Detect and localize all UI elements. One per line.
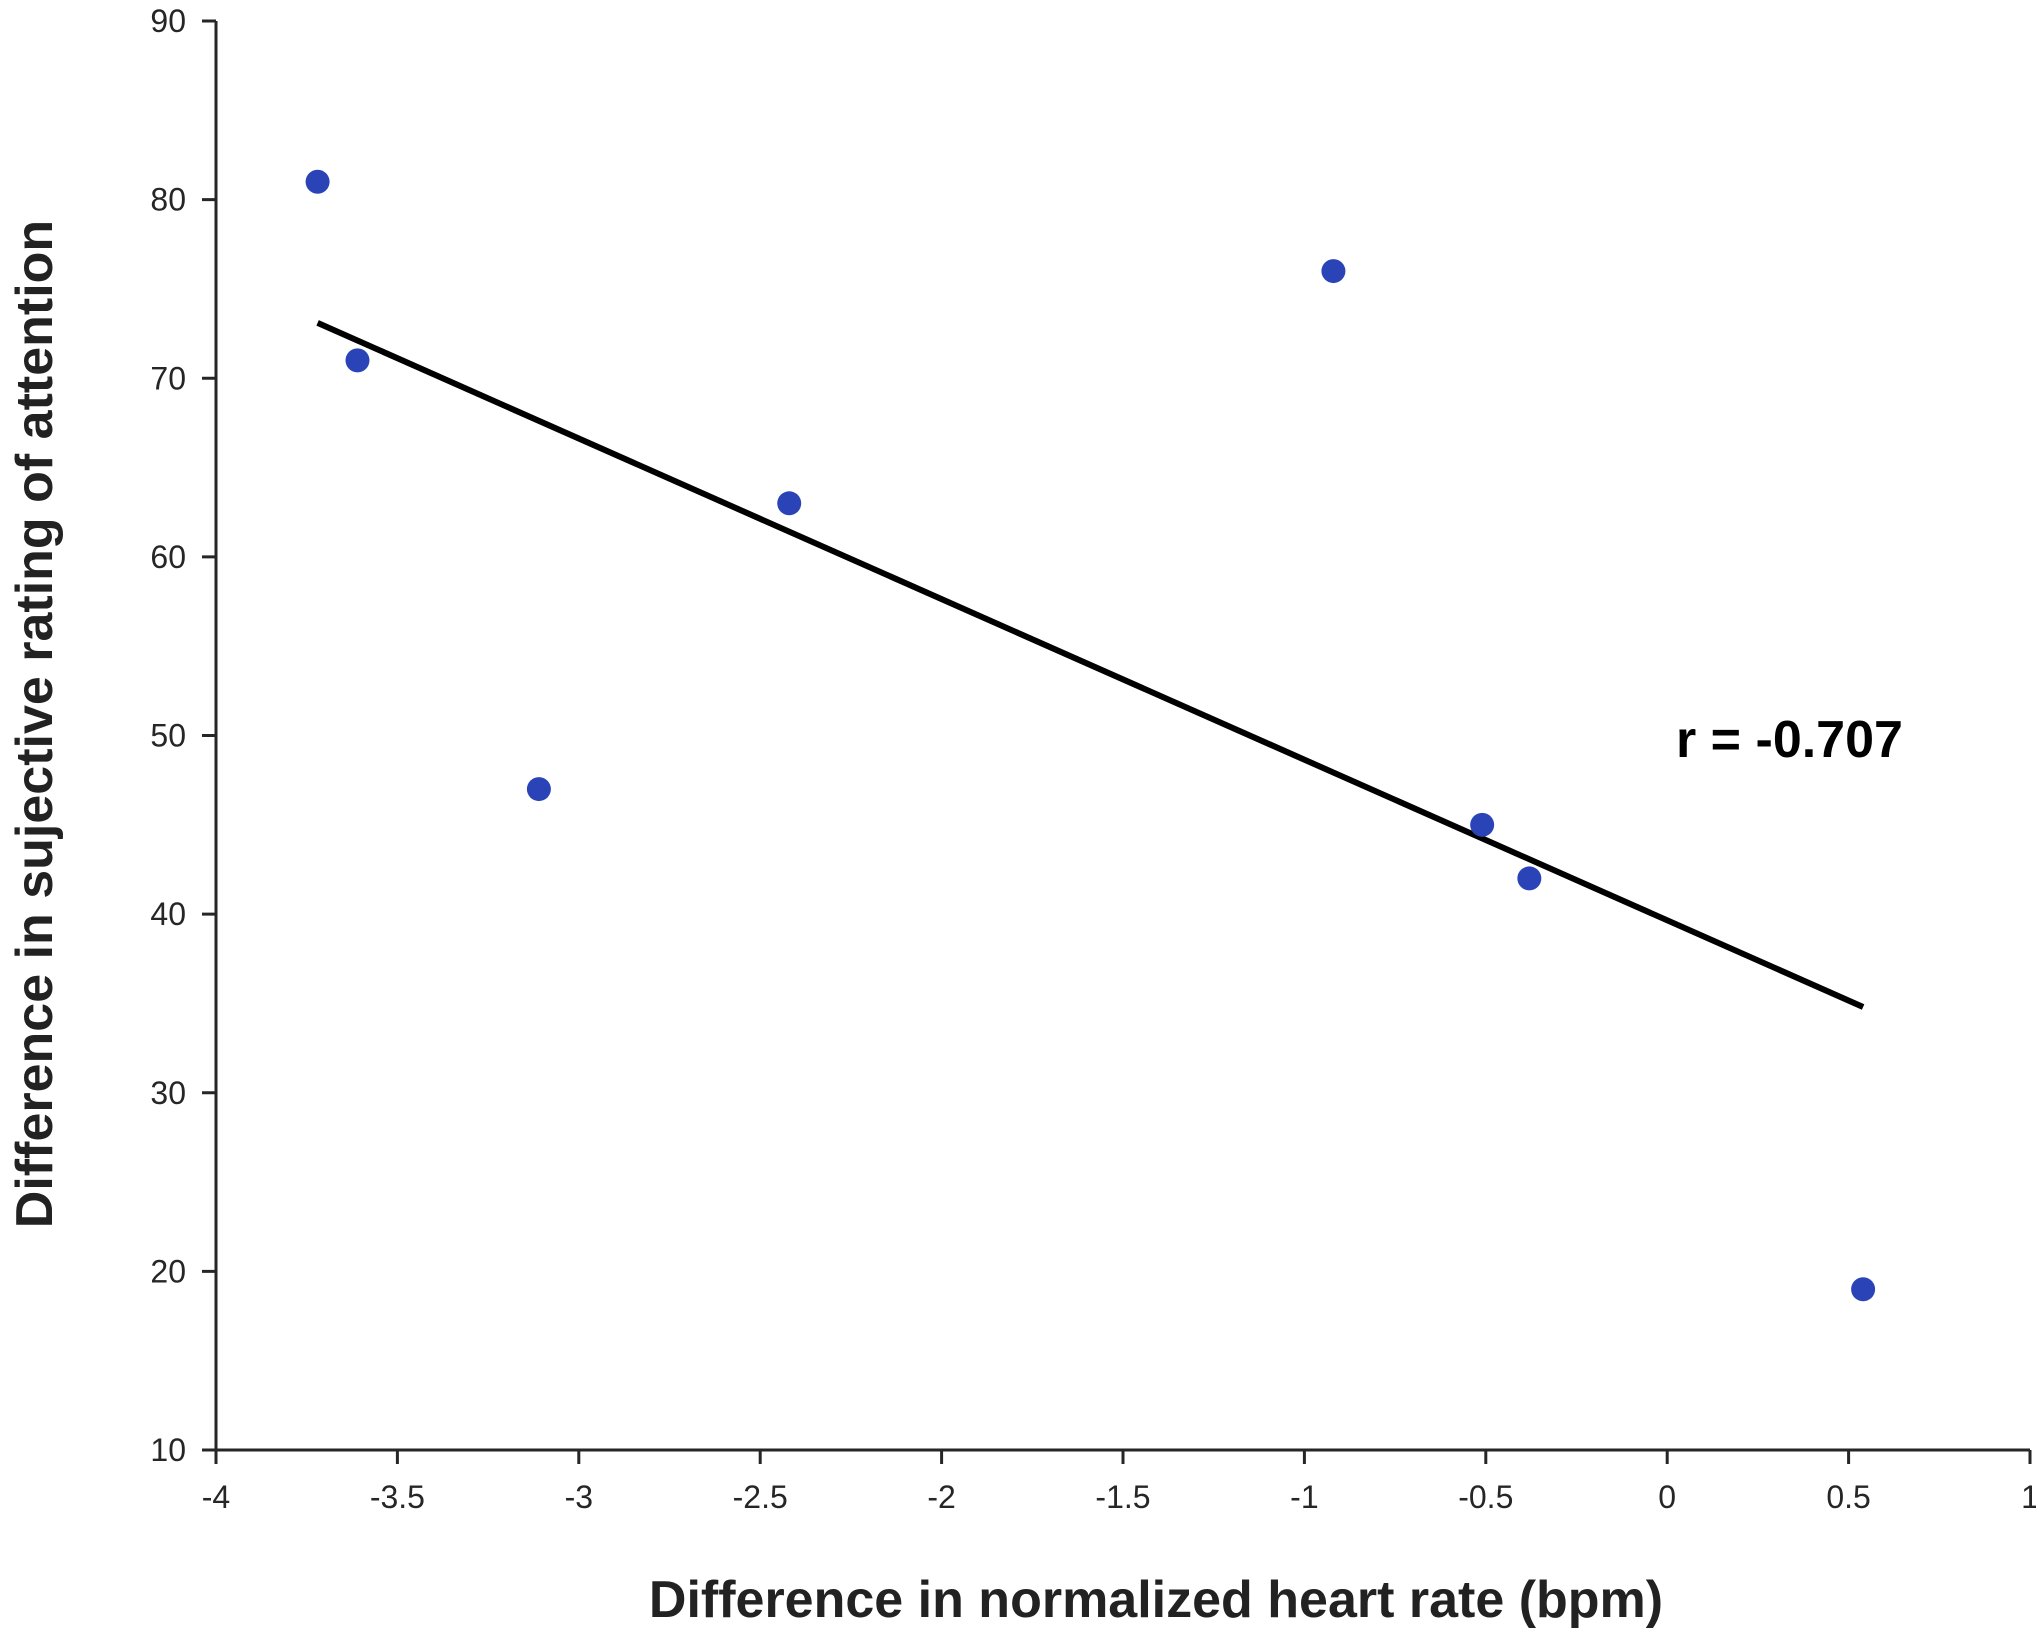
data-point [1470,812,1495,837]
y-tick-label: 50 [150,718,186,754]
x-tick-label: -4 [202,1479,230,1515]
data-point [777,491,802,516]
regression-line-group [316,320,1865,1010]
x-axis-title: Difference in normalized heart rate (bpm… [649,1571,1663,1629]
y-tick-label: 20 [150,1253,186,1289]
x-tick-label: -0.5 [1458,1479,1513,1515]
y-tick-label: 70 [150,360,186,396]
y-axis-title: Difference in sujective rating of attent… [6,220,64,1228]
y-tick-label: 60 [150,539,186,575]
data-point [345,348,370,373]
y-tick-label: 90 [150,3,186,39]
y-ticks: 10 20 30 40 50 60 70 80 90 [150,3,216,1468]
y-tick-label: 30 [150,1075,186,1111]
data-points [305,169,1876,1302]
data-point [1321,259,1346,284]
x-tick-label: 0.5 [1826,1479,1870,1515]
x-tick-label: -2.5 [733,1479,788,1515]
data-point [526,777,551,802]
x-tick-label: 0 [1658,1479,1676,1515]
x-tick-label: 1 [2021,1479,2036,1515]
regression-line [316,320,1865,1010]
data-point [1517,866,1542,891]
x-tick-label: -3.5 [370,1479,425,1515]
x-ticks: -4 -3.5 -3 -2.5 -2 -1.5 -1 -0.5 0 0.5 1 [202,1450,2036,1515]
x-tick-label: -2 [927,1479,955,1515]
x-tick-label: -3 [565,1479,593,1515]
data-point [305,169,330,194]
y-tick-label: 10 [150,1432,186,1468]
x-tick-label: -1 [1290,1479,1318,1515]
y-tick-label: 40 [150,896,186,932]
y-tick-label: 80 [150,182,186,218]
data-point [1851,1277,1876,1302]
x-tick-label: -1.5 [1095,1479,1150,1515]
correlation-annotation: r = -0.707 [1676,711,1903,769]
